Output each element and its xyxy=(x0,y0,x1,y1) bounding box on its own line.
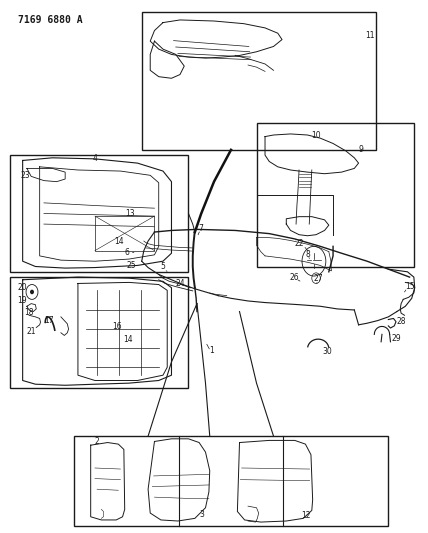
Text: 7169 6880 A: 7169 6880 A xyxy=(18,14,83,25)
Text: 1: 1 xyxy=(209,346,214,355)
Text: 24: 24 xyxy=(175,279,185,288)
Bar xyxy=(256,123,414,266)
Text: 8: 8 xyxy=(305,251,310,260)
Bar xyxy=(74,436,388,526)
Text: 20: 20 xyxy=(18,283,27,292)
Text: 27: 27 xyxy=(313,273,323,282)
Text: 23: 23 xyxy=(21,171,30,180)
Text: 4: 4 xyxy=(93,155,98,164)
Text: 17: 17 xyxy=(44,316,54,325)
Text: 25: 25 xyxy=(126,261,136,270)
Bar xyxy=(10,155,188,272)
Text: 13: 13 xyxy=(125,209,134,218)
Text: 11: 11 xyxy=(365,31,374,41)
Text: 21: 21 xyxy=(27,327,36,336)
Circle shape xyxy=(31,290,33,294)
Text: 28: 28 xyxy=(397,317,406,326)
Text: 16: 16 xyxy=(112,322,122,332)
Text: 30: 30 xyxy=(322,347,332,356)
Text: 7: 7 xyxy=(199,224,204,233)
Text: 22: 22 xyxy=(294,239,304,248)
Text: 14: 14 xyxy=(123,335,133,344)
Text: 5: 5 xyxy=(160,262,165,271)
Text: 19: 19 xyxy=(18,296,27,305)
Text: 15: 15 xyxy=(405,282,414,291)
Text: 14: 14 xyxy=(114,237,124,246)
Text: 9: 9 xyxy=(359,146,363,155)
Text: 6: 6 xyxy=(125,248,129,257)
Bar xyxy=(142,12,376,150)
Text: 12: 12 xyxy=(301,511,311,520)
Text: 10: 10 xyxy=(311,131,321,140)
Text: 29: 29 xyxy=(392,334,401,343)
Text: 2: 2 xyxy=(94,437,99,446)
Text: 3: 3 xyxy=(199,510,204,519)
Text: 26: 26 xyxy=(290,272,300,281)
Bar xyxy=(95,216,155,251)
Text: 18: 18 xyxy=(24,308,33,317)
Bar xyxy=(10,277,188,389)
